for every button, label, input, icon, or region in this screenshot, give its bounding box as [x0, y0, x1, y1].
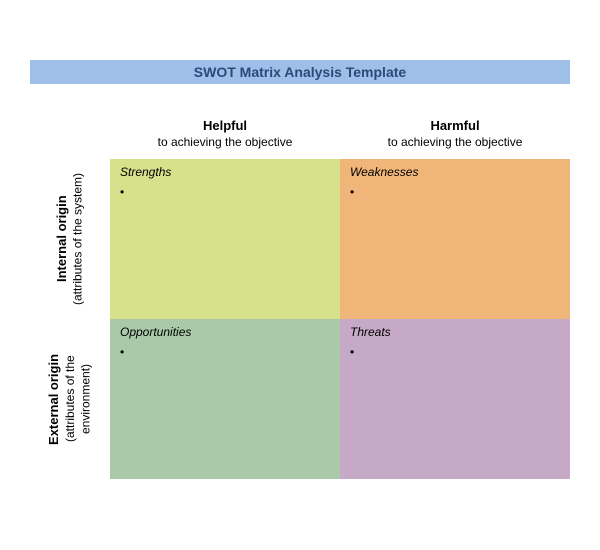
corner-spacer: [30, 114, 110, 159]
weaknesses-label: Weaknesses: [350, 165, 560, 179]
title-bar: SWOT Matrix Analysis Template: [30, 60, 570, 84]
quadrant-opportunities: Opportunities •: [110, 319, 340, 479]
row-header-internal: Internal origin (attributes of the syste…: [30, 159, 110, 319]
row-header-external: External origin (attributes of the envir…: [30, 319, 110, 479]
opportunities-label: Opportunities: [120, 325, 330, 339]
strengths-bullet: •: [120, 185, 330, 199]
threats-label: Threats: [350, 325, 560, 339]
col-helpful-sub: to achieving the objective: [110, 135, 340, 151]
quadrant-threats: Threats •: [340, 319, 570, 479]
col-helpful-bold: Helpful: [110, 118, 340, 135]
row-internal-bold: Internal origin: [54, 196, 69, 283]
strengths-label: Strengths: [120, 165, 330, 179]
row-external-sub: (attributes of the environment): [63, 356, 93, 443]
row-internal-sub: (attributes of the system): [71, 173, 85, 305]
quadrant-strengths: Strengths •: [110, 159, 340, 319]
opportunities-bullet: •: [120, 345, 330, 359]
col-header-harmful: Harmful to achieving the objective: [340, 114, 570, 159]
threats-bullet: •: [350, 345, 560, 359]
quadrant-weaknesses: Weaknesses •: [340, 159, 570, 319]
col-header-helpful: Helpful to achieving the objective: [110, 114, 340, 159]
row-external-bold: External origin: [46, 353, 61, 444]
swot-matrix: Helpful to achieving the objective Harmf…: [30, 114, 570, 479]
weaknesses-bullet: •: [350, 185, 560, 199]
col-harmful-bold: Harmful: [340, 118, 570, 135]
col-harmful-sub: to achieving the objective: [340, 135, 570, 151]
